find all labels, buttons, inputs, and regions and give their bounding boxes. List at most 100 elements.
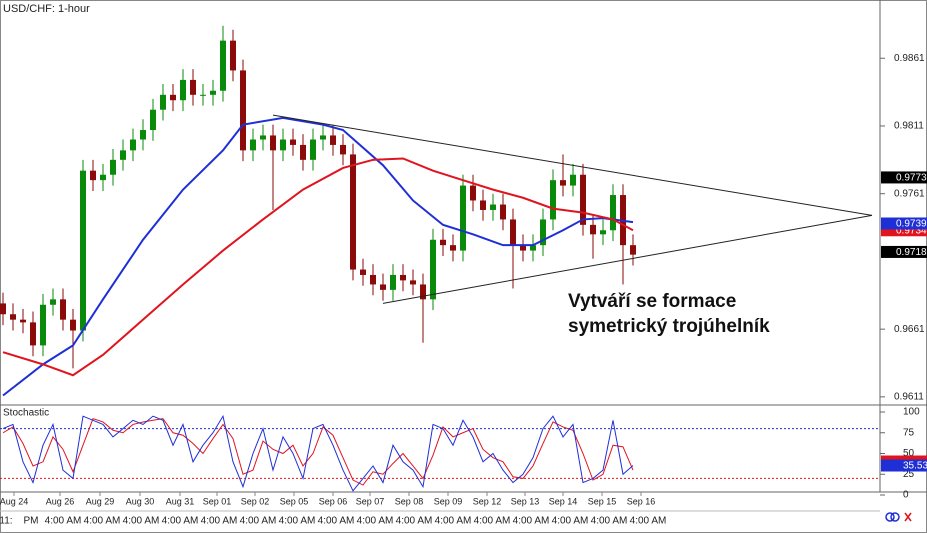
link-icon[interactable] [885, 512, 895, 522]
candle-body [490, 204, 496, 210]
trendline [272, 114, 873, 216]
y-tick-label: 0 [903, 490, 909, 501]
time-label: 4:00 AM [201, 516, 238, 527]
candle-body [130, 139, 136, 151]
y-tick-label: 0.9661 [894, 324, 925, 335]
time-label: PM [24, 516, 39, 527]
candle-body [570, 174, 576, 186]
moving-average [2, 116, 634, 397]
close-icon[interactable] [904, 512, 912, 522]
candle-body [270, 135, 276, 151]
x-tick-label: Sep 01 [203, 496, 232, 506]
x-tick-label: Sep 07 [356, 496, 385, 506]
time-label: 4:00 AM [435, 516, 472, 527]
candle-body [220, 40, 226, 91]
time-label: 4:00 AM [591, 516, 628, 527]
price-tag [881, 171, 927, 184]
x-tick-label: Sep 09 [434, 496, 463, 506]
candle-body [240, 70, 246, 151]
candle-body [340, 144, 346, 155]
link-icon[interactable] [890, 512, 900, 522]
candle-body [360, 269, 366, 275]
candle-body [170, 94, 176, 101]
candle-body [160, 94, 166, 110]
candle-body [120, 150, 126, 160]
candle-body [0, 303, 6, 315]
x-tick-label: Aug 24 [0, 496, 28, 506]
time-label: 4:00 AM [513, 516, 550, 527]
stochastic-line [2, 414, 634, 492]
candle-body [300, 144, 306, 160]
candle-body [410, 280, 416, 285]
candle-body [70, 319, 76, 331]
time-label: 4:00 AM [357, 516, 394, 527]
candle-body [280, 139, 286, 151]
candle-body [580, 174, 586, 225]
candle-body [630, 245, 636, 255]
x-tick-label: Sep 14 [549, 496, 578, 506]
value-tag [881, 459, 927, 472]
x-tick-label: Aug 30 [126, 496, 155, 506]
candle-body [310, 139, 316, 160]
candle-body [450, 245, 456, 251]
x-tick-label: Sep 13 [511, 496, 540, 506]
candle-body [210, 90, 216, 95]
candle-body [370, 274, 376, 285]
chart-title: USD/CHF: 1-hour [3, 3, 90, 15]
candle-body [330, 135, 336, 145]
toolbar-icons[interactable] [885, 512, 912, 522]
x-tick-label: Aug 26 [46, 496, 75, 506]
time-label: 11: [0, 516, 13, 527]
price-tag-label: 0.9739 [896, 219, 927, 230]
annotation: symetrický trojúhelník [568, 316, 770, 337]
y-tick-label: 25 [903, 469, 915, 480]
time-label: 4:00 AM [162, 516, 199, 527]
candle-body [560, 180, 566, 186]
candle-body [230, 40, 236, 71]
time-label: 4:00 AM [45, 516, 82, 527]
x-tick-label: Sep 08 [395, 496, 424, 506]
time-label: 4:00 AM [318, 516, 355, 527]
candle-body [610, 195, 616, 231]
candle-body [290, 139, 296, 145]
y-tick-label: 0.9811 [894, 121, 924, 132]
candle-body [530, 245, 536, 251]
y-tick-label: 50 [903, 448, 915, 459]
candle-body [140, 130, 146, 140]
value-tag-label: 35.53 [903, 461, 927, 472]
y-tick-label: 0.9611 [894, 392, 924, 403]
x-tick-label: Sep 12 [473, 496, 502, 506]
candle-body [200, 94, 206, 96]
trendline [382, 214, 873, 304]
candle-body [550, 180, 556, 220]
candle-body [80, 170, 86, 331]
candle-body [420, 284, 426, 300]
candle-body [380, 284, 386, 290]
y-tick-label: 0.9761 [894, 188, 925, 199]
candle-body [520, 245, 526, 251]
candle-body [190, 79, 196, 95]
x-tick-label: Sep 16 [627, 496, 656, 506]
annotation: Vytváří se formace [568, 291, 736, 312]
candle-body [250, 139, 256, 151]
candle-body [40, 304, 46, 346]
candle-body [30, 322, 36, 346]
moving-average [2, 157, 634, 377]
time-label: 4:00 AM [396, 516, 433, 527]
candle-body [90, 170, 96, 181]
candle-body [390, 274, 396, 290]
price-tag-label: 0.9718 [896, 247, 927, 258]
candle-body [600, 230, 606, 235]
candle-body [320, 135, 326, 140]
time-label: 4:00 AM [123, 516, 160, 527]
candle-body [400, 274, 406, 281]
candle-body [480, 200, 486, 210]
candle-body [540, 219, 546, 246]
price-tag-label: 0.9773 [896, 173, 927, 184]
x-tick-label: Sep 06 [319, 496, 348, 506]
panel-title: Stochastic [3, 408, 49, 419]
price-tag [881, 217, 927, 230]
